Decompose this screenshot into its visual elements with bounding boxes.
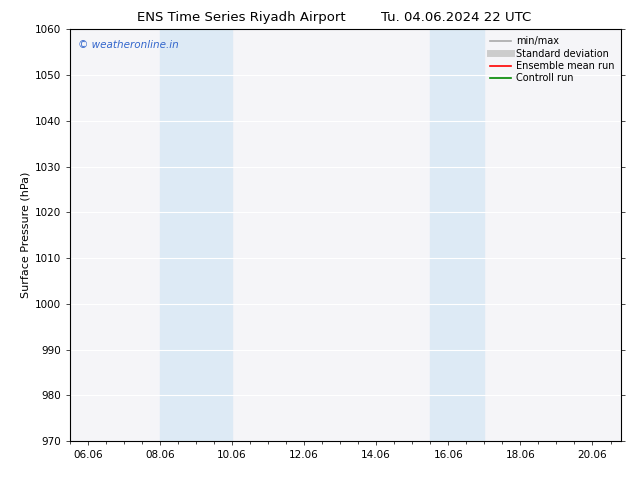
Text: Tu. 04.06.2024 22 UTC: Tu. 04.06.2024 22 UTC [382, 11, 531, 24]
Text: ENS Time Series Riyadh Airport: ENS Time Series Riyadh Airport [136, 11, 346, 24]
Y-axis label: Surface Pressure (hPa): Surface Pressure (hPa) [20, 172, 30, 298]
Bar [430, 29, 484, 441]
Bar [160, 29, 232, 441]
Text: © weatheronline.in: © weatheronline.in [78, 40, 179, 49]
Legend: min/max, Standard deviation, Ensemble mean run, Controll run: min/max, Standard deviation, Ensemble me… [488, 34, 616, 85]
